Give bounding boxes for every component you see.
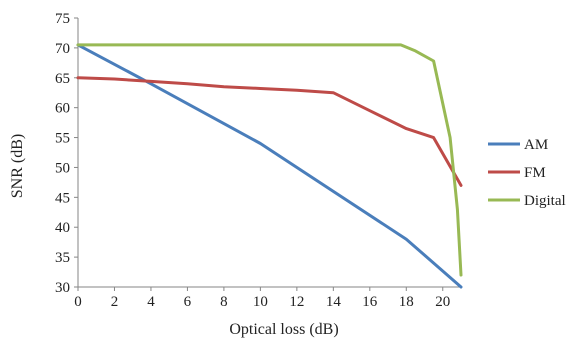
series-line-digital [76, 43, 463, 277]
series-line-fm [76, 76, 463, 187]
x-tick-label: 8 [220, 294, 228, 310]
x-tick-label: 20 [435, 294, 450, 310]
x-axis-title: Optical loss (dB) [229, 321, 338, 338]
y-tick-label: 70 [55, 41, 70, 57]
x-tick-labels: 0 2 4 6 8 10 12 14 16 18 20 [74, 287, 450, 310]
series-lines [76, 43, 463, 289]
y-tick-label: 55 [55, 131, 70, 147]
x-tick-label: 10 [253, 294, 268, 310]
x-tick-label: 4 [147, 294, 155, 310]
x-tick-label: 12 [289, 294, 304, 310]
legend-label: AM [524, 137, 548, 153]
legend-item-digital: Digital [488, 193, 566, 209]
y-tick-label: 75 [55, 11, 70, 27]
y-tick-label: 50 [55, 160, 70, 176]
y-tick-label: 45 [55, 190, 70, 206]
axes [77, 18, 461, 288]
legend-label: FM [524, 165, 546, 181]
y-tick-label: 40 [55, 220, 70, 236]
legend-item-am: AM [488, 137, 548, 153]
legend-item-fm: FM [488, 165, 546, 181]
legend-label: Digital [524, 193, 566, 209]
x-tick-label: 16 [362, 294, 378, 310]
y-tick-labels: 30 35 40 45 50 55 60 65 70 75 [55, 11, 78, 296]
y-axis-title: SNR (dB) [9, 134, 26, 198]
x-tick-label: 18 [399, 294, 414, 310]
y-tick-label: 65 [55, 71, 70, 87]
y-tick-label: 35 [55, 250, 70, 266]
y-tick-label: 30 [55, 280, 70, 296]
x-tick-label: 6 [184, 294, 192, 310]
legend: AM FM Digital [488, 137, 566, 209]
x-tick-label: 0 [74, 294, 82, 310]
x-tick-label: 2 [111, 294, 119, 310]
x-tick-label: 14 [326, 294, 342, 310]
y-tick-label: 60 [55, 101, 70, 117]
series-line-am [76, 43, 463, 289]
